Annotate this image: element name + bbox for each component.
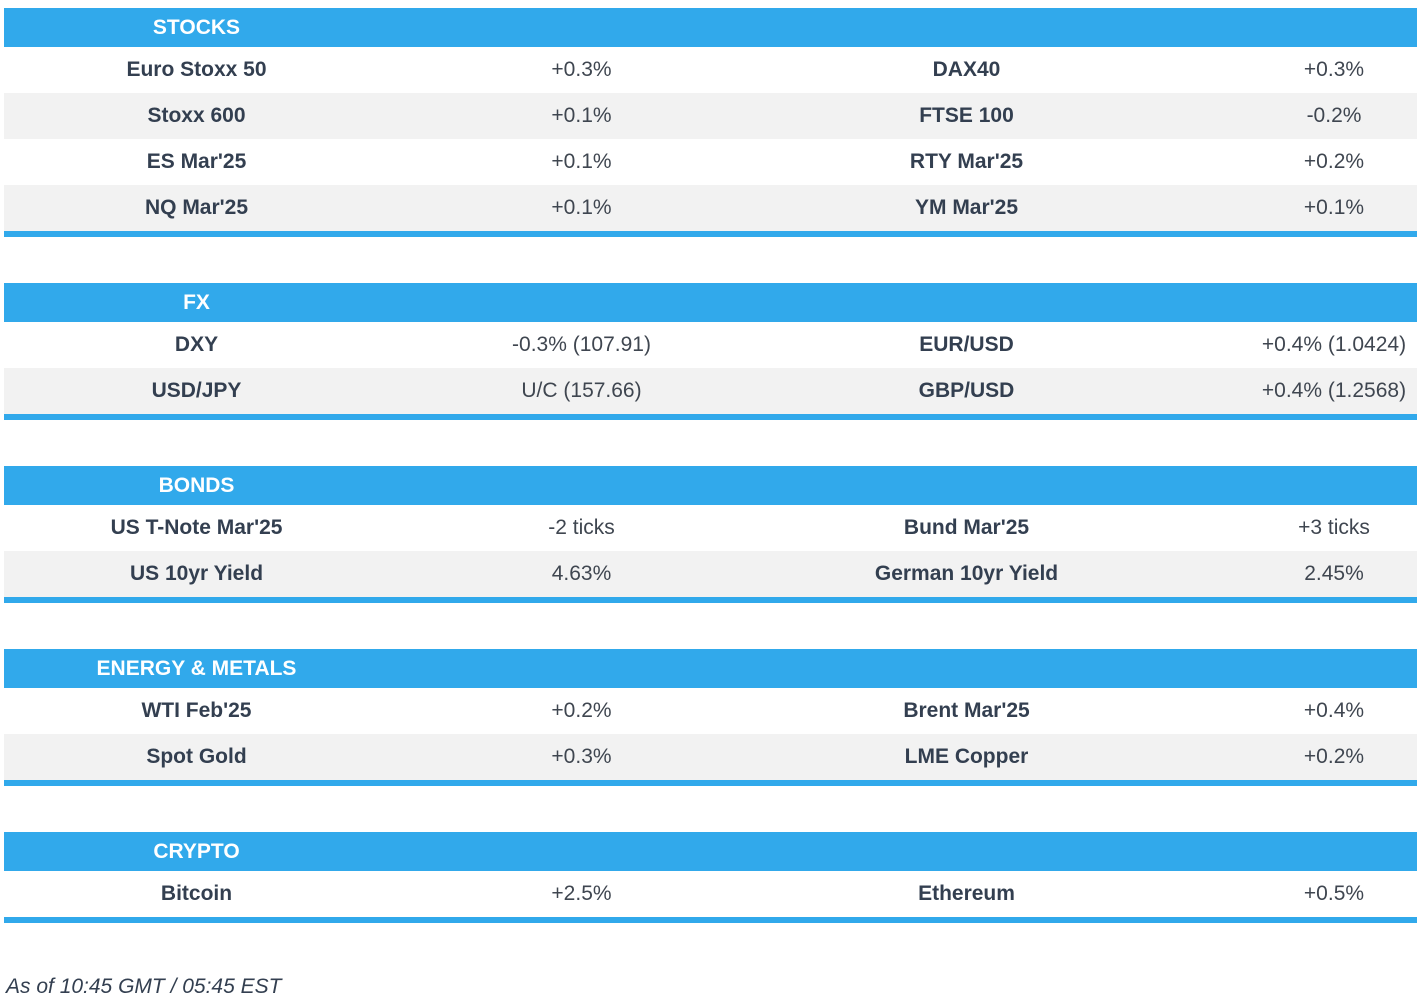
table-row: US 10yr Yield 4.63% German 10yr Yield 2.… [4,551,1417,597]
section-header-fx: FX [4,283,1417,322]
instrument-label: Euro Stoxx 50 [126,58,267,81]
change-value: +0.1% [551,104,612,127]
instrument-label: German 10yr Yield [874,562,1059,585]
instrument-label: DAX40 [932,58,1001,81]
instrument-label: US T-Note Mar'25 [110,516,283,539]
change-value: +0.4% [1303,699,1365,722]
change-value: +0.2% [551,699,612,722]
table-row: NQ Mar'25 +0.1% YM Mar'25 +0.1% [4,185,1417,231]
instrument-label: NQ Mar'25 [144,196,249,219]
section-fx: FX DXY -0.3% (107.91) EUR/USD +0.4% (1.0… [4,283,1417,420]
instrument-label: EUR/USD [919,333,1014,356]
change-value: -0.3% (107.91) [512,333,651,356]
table-row: WTI Feb'25 +0.2% Brent Mar'25 +0.4% [4,688,1417,734]
section-title: FX [183,290,210,314]
instrument-label: YM Mar'25 [914,196,1019,219]
footer-timestamp: As of 10:45 GMT / 05:45 EST [6,975,282,998]
change-value: -0.2% [1306,104,1362,127]
instrument-label: RTY Mar'25 [909,150,1024,173]
instrument-label: Brent Mar'25 [903,699,1030,722]
table-row: Euro Stoxx 50 +0.3% DAX40 +0.3% [4,47,1417,93]
change-value: 4.63% [551,562,612,585]
instrument-label: USD/JPY [151,379,242,402]
instrument-label: ES Mar'25 [146,150,247,173]
table-row: ES Mar'25 +0.1% RTY Mar'25 +0.2% [4,139,1417,185]
instrument-label: Bitcoin [160,882,233,905]
change-value: +0.4% (1.2568) [1261,379,1407,402]
table-row: Spot Gold +0.3% LME Copper +0.2% [4,734,1417,780]
section-crypto: CRYPTO Bitcoin +2.5% Ethereum +0.5% [4,832,1417,923]
change-value: +0.3% [551,745,612,768]
table-row: USD/JPY U/C (157.66) GBP/USD +0.4% (1.25… [4,368,1417,414]
change-value: +0.2% [1303,745,1365,768]
section-title: ENERGY & METALS [96,656,297,680]
section-bonds: BONDS US T-Note Mar'25 -2 ticks Bund Mar… [4,466,1417,603]
instrument-label: GBP/USD [918,379,1015,402]
section-title: CRYPTO [153,839,240,863]
change-value: +2.5% [551,882,612,905]
section-header-energy-metals: ENERGY & METALS [4,649,1417,688]
section-header-crypto: CRYPTO [4,832,1417,871]
change-value: U/C (157.66) [521,379,642,402]
instrument-label: FTSE 100 [919,104,1014,127]
instrument-label: Ethereum [918,882,1015,905]
table-row: DXY -0.3% (107.91) EUR/USD +0.4% (1.0424… [4,322,1417,368]
instrument-label: LME Copper [904,745,1029,768]
change-value: +3 ticks [1298,516,1370,539]
section-energy-metals: ENERGY & METALS WTI Feb'25 +0.2% Brent M… [4,649,1417,786]
section-header-bonds: BONDS [4,466,1417,505]
section-header-stocks: STOCKS [4,8,1417,47]
change-value: +0.1% [551,196,612,219]
table-row: US T-Note Mar'25 -2 ticks Bund Mar'25 +3… [4,505,1417,551]
change-value: -2 ticks [548,516,615,539]
instrument-label: Bund Mar'25 [903,516,1030,539]
change-value: +0.3% [551,58,612,81]
section-title: BONDS [158,473,235,497]
instrument-label: US 10yr Yield [129,562,264,585]
change-value: +0.4% (1.0424) [1261,333,1407,356]
instrument-label: Spot Gold [146,745,247,768]
section-title: STOCKS [152,15,241,39]
change-value: 2.45% [1304,562,1364,585]
change-value: +0.1% [551,150,612,173]
table-row: Bitcoin +2.5% Ethereum +0.5% [4,871,1417,917]
table-row: Stoxx 600 +0.1% FTSE 100 -0.2% [4,93,1417,139]
instrument-label: Stoxx 600 [147,104,246,127]
change-value: +0.1% [1303,196,1365,219]
instrument-label: WTI Feb'25 [141,699,252,722]
change-value: +0.5% [1303,882,1365,905]
section-stocks: STOCKS Euro Stoxx 50 +0.3% DAX40 +0.3% S… [4,8,1417,237]
change-value: +0.2% [1303,150,1365,173]
instrument-label: DXY [174,333,219,356]
change-value: +0.3% [1303,58,1365,81]
